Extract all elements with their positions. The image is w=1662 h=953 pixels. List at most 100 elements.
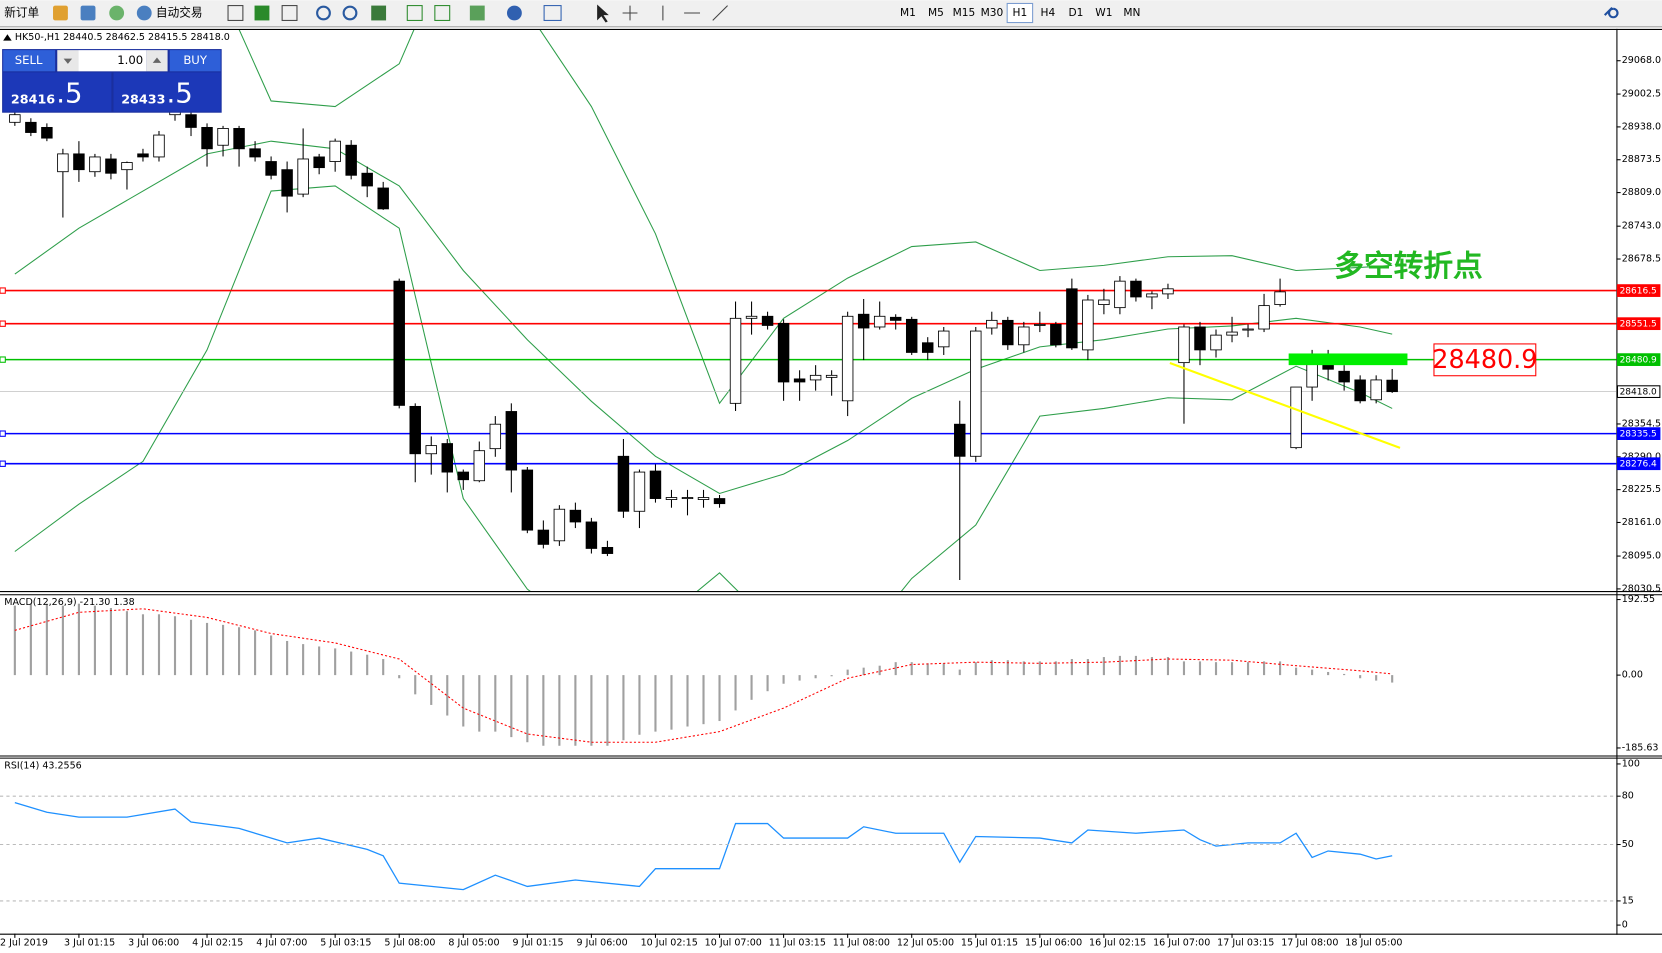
- arrow: [152, 57, 162, 63]
- timeframe[interactable]: M5: [928, 7, 944, 19]
- candle-body: [905, 318, 918, 353]
- y-tick-label: 15: [1622, 895, 1634, 906]
- price-label-box: [1616, 284, 1661, 297]
- new-order[interactable]: 新订单: [4, 6, 39, 20]
- x-tick-label: 11 Jul 08:00: [833, 938, 890, 949]
- candle-body: [345, 144, 357, 176]
- timeframe[interactable]: W1: [1095, 7, 1112, 19]
- candle-body: [89, 156, 101, 173]
- price-label-box: [1616, 457, 1661, 471]
- timeframe[interactable]: H4: [1041, 7, 1056, 19]
- timeframe[interactable]: H1: [1013, 7, 1028, 19]
- candle-body: [761, 315, 774, 326]
- buy-fraction[interactable]: .5: [167, 77, 193, 110]
- auto-trading[interactable]: 自动交易: [156, 6, 203, 20]
- candle-body: [1066, 288, 1078, 349]
- sell-price-box[interactable]: [3, 72, 112, 112]
- buy-price-box[interactable]: [113, 72, 221, 112]
- lot-value[interactable]: 1.00: [117, 53, 143, 67]
- collapse-arrow: [3, 34, 12, 41]
- candle-body: [585, 521, 598, 549]
- pane-title: MACD(12,26,9) -21.30 1.38: [4, 597, 134, 608]
- x-tick-label: 15 Jul 01:15: [961, 938, 1018, 949]
- pane-title: RSI(14) 43.2556: [4, 761, 81, 772]
- macd-pane: [13, 603, 1394, 746]
- macd-bar: [590, 675, 593, 746]
- icon: [53, 5, 68, 21]
- sell-button[interactable]: [3, 50, 56, 72]
- macd-bar: [1118, 655, 1121, 676]
- sell-fraction[interactable]: .5: [56, 77, 82, 110]
- macd-bar: [1006, 660, 1009, 676]
- candle-body: [73, 153, 85, 171]
- marker-bar: [1288, 353, 1408, 366]
- sell-label[interactable]: SELL: [15, 53, 43, 67]
- candle-body: [1034, 324, 1046, 326]
- candle-body: [409, 405, 421, 455]
- candle-body: [153, 134, 165, 158]
- macd-bar: [189, 619, 193, 676]
- candle-body: [457, 471, 470, 481]
- macd-bar: [510, 675, 513, 738]
- macd-bar: [894, 662, 897, 676]
- x-tick-label: 5 Jul 03:15: [320, 938, 371, 949]
- y-tick-label: 28873.5: [1622, 154, 1661, 165]
- macd-bar: [910, 662, 913, 676]
- x-tick-label: 8 Jul 05:00: [448, 938, 499, 949]
- macd-bar: [1166, 657, 1170, 676]
- x-tick-label: 11 Jul 03:15: [769, 938, 826, 949]
- price-label: 28616.5: [1620, 287, 1657, 297]
- x-tick-label: 15 Jul 06:00: [1025, 938, 1082, 949]
- macd-bar: [1150, 657, 1154, 676]
- candle-body: [9, 114, 21, 123]
- y-tick-label: 28290.0: [1622, 451, 1661, 462]
- chart-background: [0, 28, 1662, 953]
- macd-bar: [173, 616, 177, 676]
- candle-body: [297, 158, 309, 195]
- timeframe[interactable]: M15: [953, 7, 976, 19]
- macd-bar: [1198, 661, 1202, 676]
- macd-bar: [61, 605, 64, 676]
- candle-body: [633, 471, 646, 512]
- candle-body: [521, 469, 534, 531]
- macd-bar: [1134, 655, 1137, 676]
- arrow: [63, 58, 73, 64]
- timeframe[interactable]: MN: [1123, 7, 1140, 19]
- candle-body: [361, 172, 373, 187]
- timeframe[interactable]: D1: [1068, 7, 1083, 19]
- buy-label[interactable]: BUY: [183, 53, 208, 67]
- macd-bar: [238, 627, 241, 676]
- macd-bar: [318, 646, 321, 676]
- search-icon: [1603, 6, 1619, 19]
- buy-price[interactable]: 28433: [121, 91, 165, 106]
- timeframe[interactable]: M1: [900, 7, 916, 19]
- macd-bar: [1343, 673, 1346, 676]
- x-tick-label: 16 Jul 02:15: [1089, 938, 1146, 949]
- candle-body: [1242, 328, 1254, 331]
- macd-bar: [270, 635, 273, 676]
- sell-price[interactable]: 28416: [11, 91, 55, 106]
- macd-bar: [1182, 661, 1186, 676]
- y-tick-label: 80: [1622, 791, 1634, 802]
- macd-bar: [1102, 657, 1105, 676]
- annotation: 多空转折点: [1334, 249, 1482, 284]
- buy-button[interactable]: [169, 50, 221, 72]
- y-tick-label: 0: [1622, 920, 1628, 931]
- x-tick-label: 3 Jul 01:15: [64, 938, 115, 949]
- candle-body: [217, 128, 229, 146]
- candle-body: [505, 411, 518, 471]
- candle-body: [970, 330, 982, 457]
- x-tick-label: 4 Jul 07:00: [256, 938, 307, 949]
- lot-input[interactable]: [78, 50, 147, 72]
- candle-body: [1178, 326, 1190, 364]
- price-box-text: 28480.9: [1432, 345, 1537, 375]
- candle-body: [569, 509, 582, 523]
- macd-bar: [1311, 669, 1314, 676]
- macd-bar: [1230, 662, 1234, 676]
- timeframe[interactable]: M30: [981, 7, 1004, 19]
- y-tick-label: 29002.5: [1622, 89, 1661, 100]
- trend-line: [1169, 362, 1401, 449]
- line-icons: [662, 5, 728, 21]
- macd-bar: [686, 675, 689, 727]
- macd-bar: [638, 675, 641, 735]
